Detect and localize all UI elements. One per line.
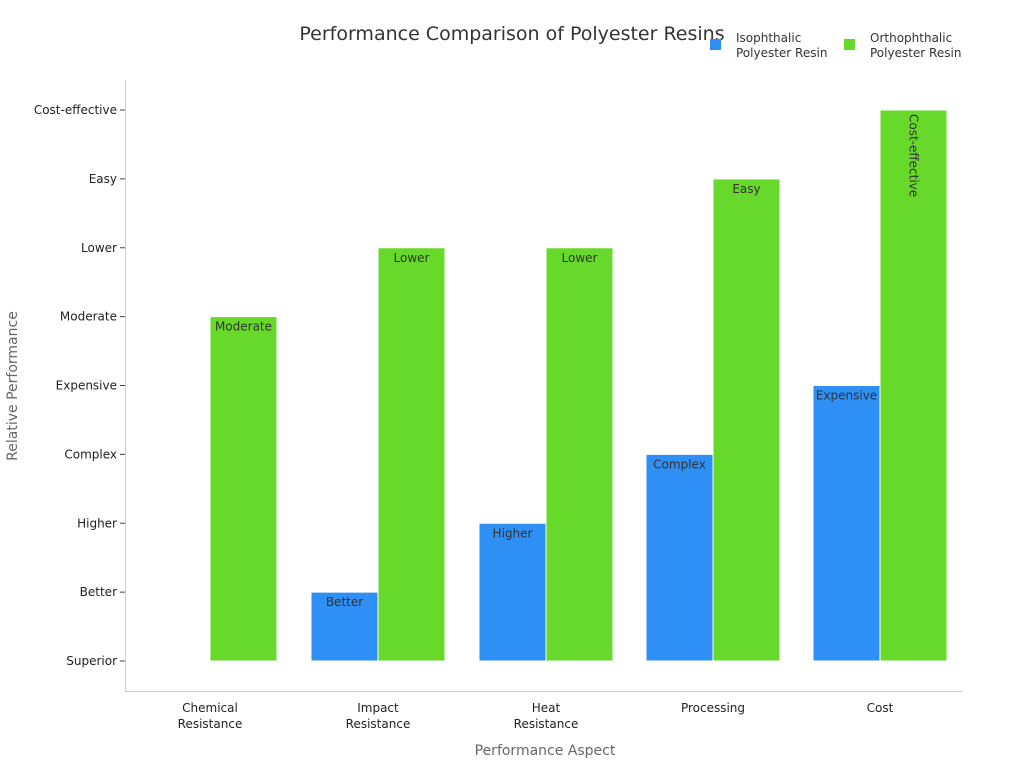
bar-label: Expensive [816,389,877,403]
legend-label: Isophthalic Polyester Resin [736,31,827,60]
bar [310,591,379,662]
bar [478,522,547,662]
y-tick-label: Complex [64,447,117,461]
bar [645,453,714,662]
y-tick-label: Cost-effective [34,103,117,117]
bar-label: Lower [562,251,598,265]
bar-label: Higher [493,526,533,540]
bar [812,385,881,662]
bar-label: Complex [653,457,706,471]
y-axis-title: Relative Performance [5,311,21,461]
bar [879,109,948,662]
legend-swatch [710,39,721,50]
chart-title: Performance Comparison of Polyester Resi… [299,23,724,45]
legend: Isophthalic Polyester Resin Orthophthalic P… [710,31,961,60]
y-tick-label: Easy [89,172,117,186]
y-tick-label: Superior [66,654,117,668]
x-tick-label: Processing [681,701,745,715]
legend-swatch [844,39,855,50]
legend-label: Orthophthalic Polyester Resin [870,31,961,60]
y-tick-label: Better [80,585,117,599]
y-tick-label: Lower [81,241,117,255]
bar [377,247,446,662]
bar [545,247,614,662]
bar [712,178,781,662]
x-axis-title: Performance Aspect [475,743,616,759]
bar-label: Moderate [215,320,272,334]
y-tick-label: Expensive [56,379,117,393]
bar-label: Easy [732,182,760,196]
x-tick-label: Chemical Resistance [178,701,243,731]
bar [209,316,278,662]
x-tick-label: Cost [867,701,894,715]
bar-label: Lower [394,251,430,265]
x-tick-label: Heat Resistance [514,701,579,731]
y-tick-label: Moderate [60,310,117,324]
bar-label: Cost-effective [907,114,921,197]
y-tick-label: Higher [77,516,117,530]
bar-label: Better [326,595,363,609]
x-tick-label: Impact Resistance [346,701,411,731]
